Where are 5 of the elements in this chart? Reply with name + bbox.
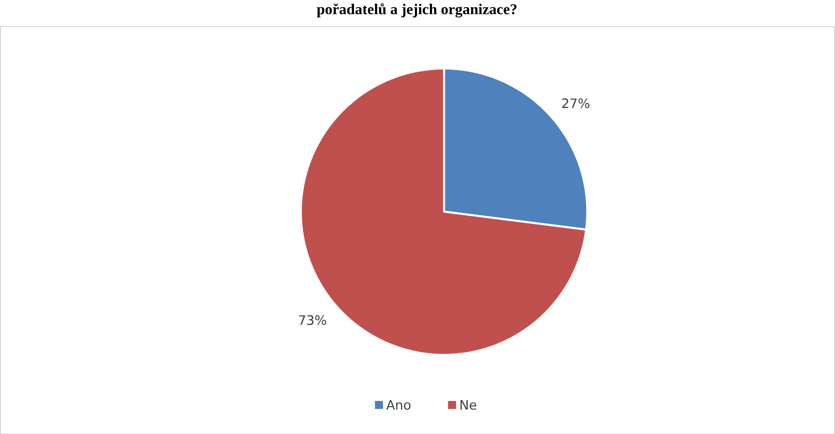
data-label: 27% bbox=[562, 98, 590, 108]
legend-label: Ano bbox=[386, 400, 410, 410]
legend-label: Ne bbox=[460, 400, 476, 410]
data-label: 73% bbox=[299, 314, 326, 325]
chart-title: pořadatelů a jejich organizace? bbox=[316, 3, 516, 18]
